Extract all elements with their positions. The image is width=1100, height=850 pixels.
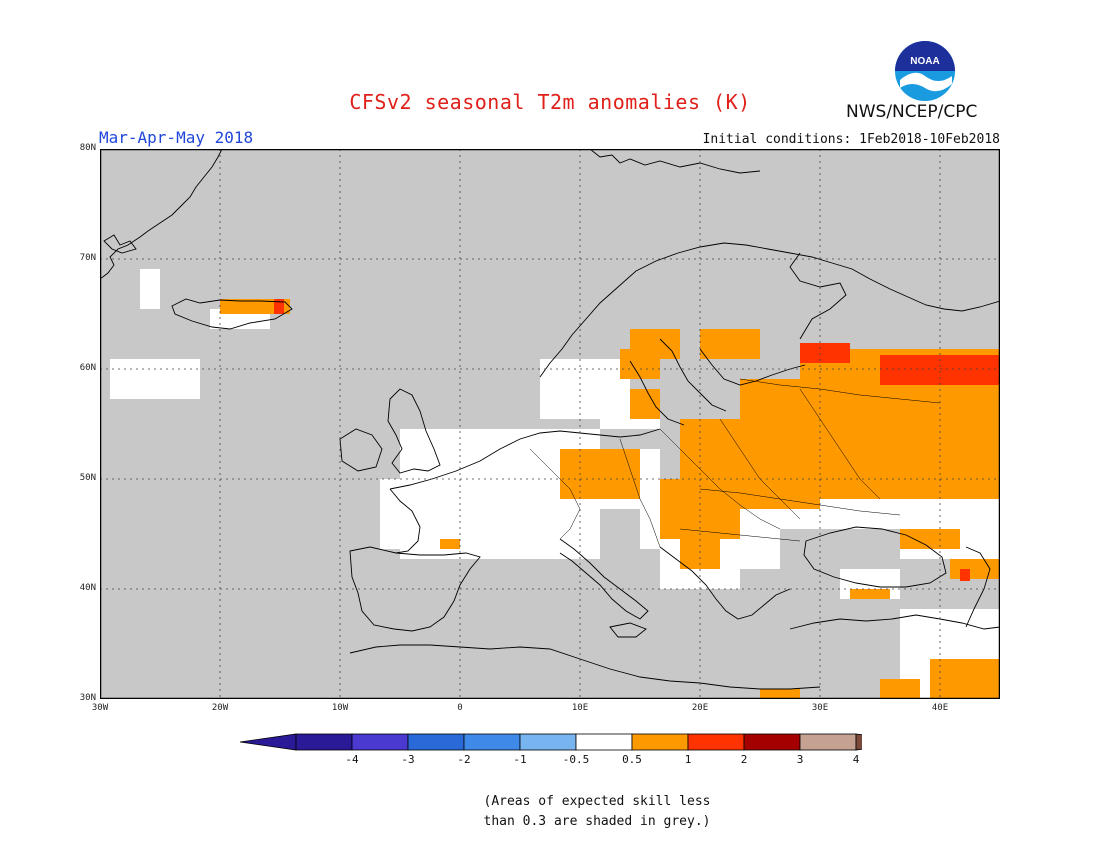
lon-tick-label: 30W	[91, 703, 109, 713]
colorbar-segment	[351, 733, 409, 751]
anomaly-map	[100, 149, 1000, 699]
colorbar-tick-label: -4	[345, 753, 359, 766]
colorbar	[240, 733, 862, 751]
lon-tick-label: 20W	[211, 703, 229, 713]
colorbar-segment	[407, 733, 465, 751]
initial-conditions: Initial conditions: 1Feb2018-10Feb2018	[702, 132, 1000, 147]
colorbar-tick-label: -1	[513, 753, 527, 766]
colorbar-tick-label: 4	[852, 753, 860, 766]
lon-tick-label: 30E	[811, 703, 829, 713]
lat-tick-label: 40N	[79, 583, 96, 593]
colorbar-tick-label: 3	[796, 753, 804, 766]
colorbar-segment	[463, 733, 521, 751]
country-borders	[529, 378, 941, 548]
map-title: CFSv2 seasonal T2m anomalies (K)	[349, 90, 751, 114]
lat-tick-label: 80N	[79, 143, 96, 153]
coastlines	[100, 149, 1000, 690]
lon-tick-label: 20E	[691, 703, 709, 713]
warm-anomaly-area	[930, 659, 1000, 699]
skill-note-line-2: than 0.3 are shaded in grey.)	[483, 814, 711, 829]
lat-tick-label: 30N	[79, 693, 96, 703]
strong-warm-anomaly-area	[800, 343, 850, 363]
warm-anomaly-area	[630, 389, 660, 419]
colorbar-segment	[631, 733, 689, 751]
warm-anomaly-area	[850, 589, 890, 599]
colorbar-segment	[743, 733, 801, 751]
logo-text: NOAA	[910, 56, 939, 67]
lon-tick-label: 10E	[571, 703, 589, 713]
warm-anomaly-area	[900, 529, 960, 549]
colorbar-segment	[519, 733, 577, 751]
colorbar-tick-label: -0.5	[562, 753, 590, 766]
skill-note: (Areas of expected skill less than 0.3 a…	[0, 792, 1100, 832]
colorbar-tick-label: 1	[684, 753, 692, 766]
colorbar-tick-label: 2	[740, 753, 748, 766]
strong-warm-anomaly-area	[960, 569, 970, 581]
warm-anomaly-area	[880, 679, 920, 699]
skill-note-line-1: (Areas of expected skill less	[483, 794, 711, 809]
neutral-anomaly-area	[140, 269, 160, 309]
warm-anomaly-area	[440, 539, 460, 549]
colorbar-segment	[295, 733, 353, 751]
warm-anomaly-area	[220, 299, 290, 314]
noaa-logo-icon: NOAA	[895, 41, 955, 101]
gridlines	[100, 149, 1000, 699]
colorbar-segment	[799, 733, 857, 751]
colorbar-tick-label: -3	[401, 753, 415, 766]
colorbar-segment	[687, 733, 745, 751]
warm-anomaly-area	[630, 329, 680, 359]
neutral-anomaly-area	[110, 359, 200, 399]
colorbar-tick-label: 0.5	[622, 753, 642, 766]
lon-tick-label: 40E	[931, 703, 949, 713]
colorbar-segment	[575, 733, 633, 751]
colorbar-tick-label: -2	[457, 753, 471, 766]
warm-anomaly-area	[950, 559, 1000, 579]
lon-tick-label: 0	[457, 703, 463, 713]
anomaly-cells	[110, 269, 1000, 699]
strong-warm-anomaly-area	[274, 299, 284, 314]
colorbar-max-arrow	[855, 733, 862, 751]
forecast-period: Mar-Apr-May 2018	[99, 128, 254, 147]
lat-tick-label: 60N	[79, 363, 96, 373]
lat-tick-label: 70N	[79, 253, 96, 263]
map-frame	[100, 149, 1000, 699]
warm-anomaly-area	[700, 329, 760, 359]
lon-tick-label: 10W	[331, 703, 349, 713]
neutral-anomaly-area	[380, 479, 460, 549]
lat-tick-label: 50N	[79, 473, 96, 483]
colorbar-min-arrow	[240, 733, 297, 751]
warm-anomaly-area	[560, 449, 640, 499]
warm-anomaly-area	[760, 689, 800, 699]
agency-label: NWS/NCEP/CPC	[846, 102, 978, 122]
